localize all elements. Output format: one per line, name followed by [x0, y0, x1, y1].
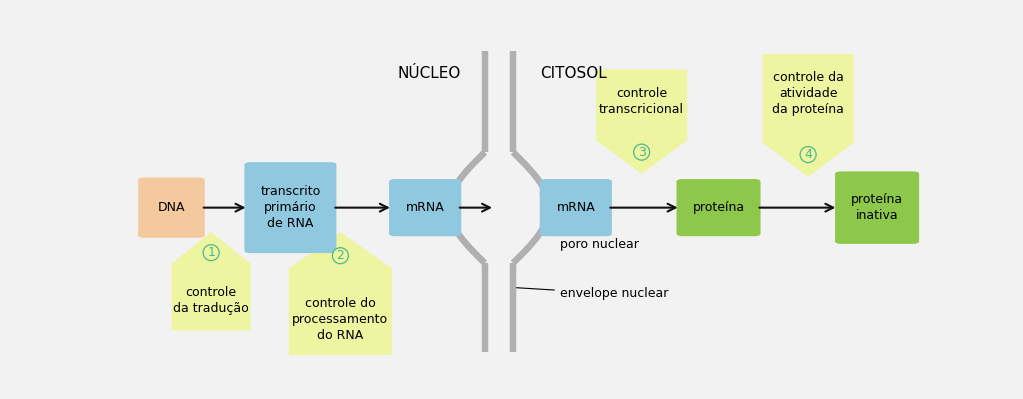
Text: CITOSOL: CITOSOL [540, 66, 607, 81]
Text: 2: 2 [337, 249, 345, 262]
Text: 1: 1 [208, 246, 215, 259]
Polygon shape [288, 232, 392, 361]
Text: envelope nuclear: envelope nuclear [516, 287, 668, 300]
Text: mRNA: mRNA [406, 201, 445, 214]
Text: poro nuclear: poro nuclear [540, 193, 638, 251]
Text: controle
da tradução: controle da tradução [173, 286, 249, 315]
Text: 4: 4 [804, 148, 812, 161]
FancyBboxPatch shape [676, 179, 760, 236]
Text: mRNA: mRNA [557, 201, 595, 214]
Text: controle do
processamento
do RNA: controle do processamento do RNA [293, 297, 389, 342]
Text: transcrito
primário
de RNA: transcrito primário de RNA [260, 185, 320, 230]
FancyBboxPatch shape [244, 162, 337, 253]
FancyBboxPatch shape [540, 179, 612, 236]
Text: 3: 3 [637, 146, 646, 159]
FancyBboxPatch shape [835, 172, 919, 244]
Text: NÚCLEO: NÚCLEO [398, 66, 460, 81]
Polygon shape [172, 232, 251, 330]
Text: controle
transcricional: controle transcricional [599, 87, 684, 116]
Text: proteína: proteína [693, 201, 745, 214]
FancyBboxPatch shape [389, 179, 461, 236]
Polygon shape [762, 54, 854, 177]
FancyBboxPatch shape [138, 178, 205, 238]
Polygon shape [596, 69, 687, 174]
Text: proteína
inativa: proteína inativa [851, 193, 903, 222]
Text: DNA: DNA [158, 201, 185, 214]
Text: controle da
atividade
da proteína: controle da atividade da proteína [772, 71, 844, 117]
